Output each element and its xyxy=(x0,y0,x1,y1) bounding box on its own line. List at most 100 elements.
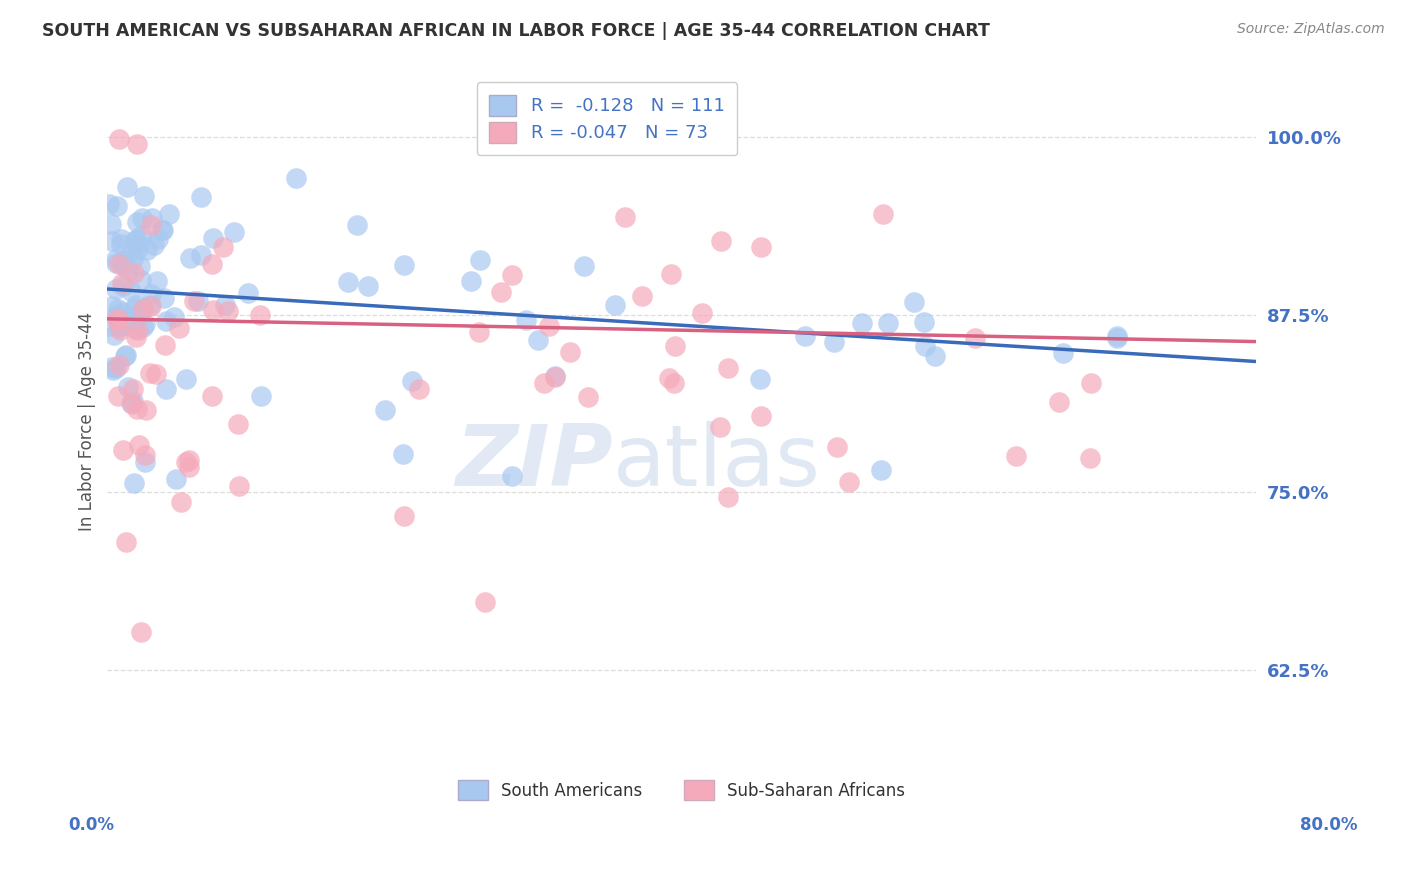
Point xyxy=(101,235,124,249)
Point xyxy=(101,359,124,374)
Point xyxy=(111,442,134,457)
Point xyxy=(114,349,136,363)
Point xyxy=(128,307,150,321)
Point xyxy=(664,339,686,353)
Point xyxy=(749,240,772,254)
Point xyxy=(125,402,148,417)
Point xyxy=(128,438,150,452)
Point xyxy=(226,417,249,431)
Point xyxy=(346,218,368,232)
Point xyxy=(134,448,156,462)
Point xyxy=(217,303,239,318)
Point xyxy=(124,302,146,317)
Point xyxy=(872,207,894,221)
Text: Source: ZipAtlas.com: Source: ZipAtlas.com xyxy=(1237,22,1385,37)
Point xyxy=(183,293,205,308)
Point xyxy=(120,396,142,410)
Point xyxy=(121,284,143,298)
Point xyxy=(101,299,124,313)
Point xyxy=(165,472,187,486)
Point xyxy=(104,252,127,267)
Point xyxy=(664,376,686,390)
Point xyxy=(108,312,131,326)
Point xyxy=(117,180,139,194)
Point xyxy=(142,237,165,252)
Point xyxy=(374,402,396,417)
Point xyxy=(155,314,177,328)
Point xyxy=(107,316,129,330)
Point xyxy=(468,253,491,268)
Point xyxy=(157,207,180,221)
Point xyxy=(876,317,898,331)
Point xyxy=(613,210,636,224)
Point xyxy=(132,188,155,202)
Point xyxy=(717,361,740,376)
Point xyxy=(122,393,145,408)
Point xyxy=(125,232,148,246)
Point xyxy=(125,330,148,344)
Point xyxy=(117,380,139,394)
Point xyxy=(201,389,224,403)
Y-axis label: In Labor Force | Age 35-44: In Labor Force | Age 35-44 xyxy=(79,311,96,531)
Point xyxy=(392,258,415,272)
Point xyxy=(224,225,246,239)
Point xyxy=(125,298,148,312)
Point xyxy=(131,301,153,315)
Point xyxy=(152,223,174,237)
Point xyxy=(131,228,153,243)
Point xyxy=(108,323,131,337)
Point xyxy=(838,475,860,489)
Point xyxy=(1078,450,1101,465)
Point xyxy=(851,316,873,330)
Point xyxy=(249,308,271,322)
Point xyxy=(163,310,186,324)
Point xyxy=(710,234,733,248)
Point xyxy=(131,211,153,225)
Point xyxy=(533,376,555,391)
Point xyxy=(544,369,567,384)
Point xyxy=(105,282,128,296)
Point xyxy=(124,234,146,248)
Point xyxy=(114,317,136,331)
Point xyxy=(468,326,491,340)
Point xyxy=(139,299,162,313)
Point xyxy=(103,328,125,343)
Point xyxy=(148,232,170,246)
Point xyxy=(146,274,169,288)
Point xyxy=(111,257,134,271)
Point xyxy=(174,372,197,386)
Point xyxy=(177,453,200,467)
Point xyxy=(238,286,260,301)
Point xyxy=(336,275,359,289)
Point xyxy=(141,287,163,301)
Point xyxy=(576,390,599,404)
Point xyxy=(501,268,523,283)
Point xyxy=(250,389,273,403)
Point xyxy=(527,333,550,347)
Point xyxy=(174,455,197,469)
Point xyxy=(121,240,143,254)
Point xyxy=(108,132,131,146)
Point xyxy=(129,624,152,639)
Point xyxy=(104,360,127,375)
Point xyxy=(108,359,131,373)
Point xyxy=(1107,329,1129,343)
Point xyxy=(121,397,143,411)
Point xyxy=(749,409,772,424)
Point xyxy=(136,243,159,257)
Point xyxy=(914,339,936,353)
Point xyxy=(501,468,523,483)
Point xyxy=(105,312,128,326)
Point xyxy=(150,223,173,237)
Point xyxy=(965,331,987,345)
Point xyxy=(538,318,561,333)
Point xyxy=(114,534,136,549)
Point xyxy=(515,313,537,327)
Point xyxy=(139,297,162,311)
Point xyxy=(690,306,713,320)
Point xyxy=(658,371,681,385)
Point xyxy=(107,389,129,403)
Point xyxy=(659,268,682,282)
Point xyxy=(1080,376,1102,391)
Point xyxy=(170,494,193,508)
